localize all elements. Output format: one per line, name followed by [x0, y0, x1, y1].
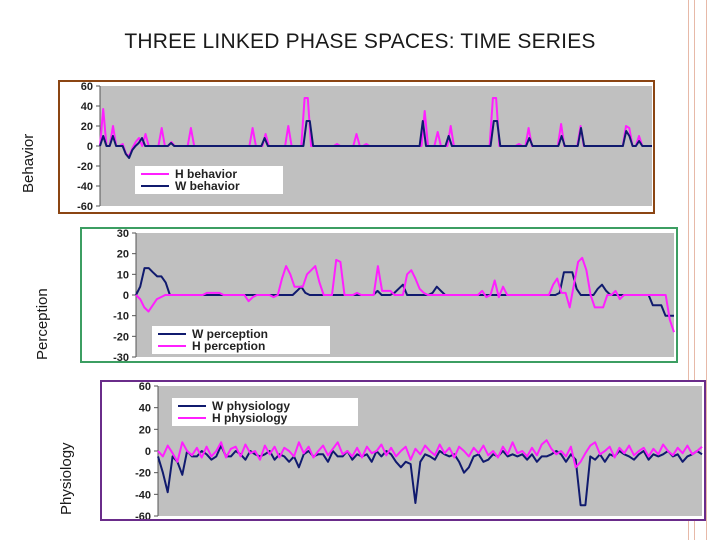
chart-legend	[172, 398, 358, 426]
y-tick-label: 20	[139, 424, 151, 436]
chart-legend	[135, 166, 283, 194]
legend-label: H perception	[192, 339, 265, 353]
y-tick-label: 0	[123, 290, 129, 302]
y-tick-label: 20	[81, 121, 93, 133]
y-tick-label: -40	[77, 181, 93, 193]
y-tick-label: 40	[81, 101, 93, 113]
legend-label: W perception	[192, 327, 268, 341]
perception-axis-label: Perception	[34, 288, 51, 360]
page-title: THREE LINKED PHASE SPACES: TIME SERIES	[124, 30, 596, 53]
y-tick-label: 10	[117, 269, 129, 281]
y-tick-label: -60	[77, 201, 93, 212]
physiology-chart-panel: 60 40 20 0 -20 -40 -60 W physiology H physiology	[100, 380, 706, 521]
y-tick-label: -40	[135, 489, 151, 501]
y-tick-label: -20	[135, 468, 151, 480]
physiology-series-h-physiology	[157, 439, 703, 469]
legend-label: W behavior	[175, 179, 240, 193]
y-tick-label: 0	[87, 141, 93, 153]
y-tick-label: 30	[117, 229, 129, 240]
decorative-border-line	[706, 0, 707, 540]
legend-label: H behavior	[175, 167, 237, 181]
y-tick-label: -30	[113, 352, 129, 361]
y-tick-label: -60	[135, 511, 151, 519]
y-tick-label: 60	[139, 382, 151, 393]
decorative-border-line	[688, 0, 689, 540]
physiology-series-w-physiology	[157, 444, 703, 507]
y-tick-label: 60	[81, 82, 93, 93]
y-tick-label: -20	[77, 161, 93, 173]
perception-series-h-perception	[135, 256, 675, 333]
y-tick-label: 0	[145, 446, 151, 458]
y-tick-label: -10	[113, 311, 129, 323]
decorative-border-line	[694, 0, 695, 540]
behavior-axis-label: Behavior	[20, 133, 37, 193]
physiology-axis-label: Physiology	[58, 442, 75, 515]
chart-legend	[152, 326, 330, 354]
legend-label: W physiology	[212, 399, 290, 413]
legend-label: H physiology	[212, 411, 288, 425]
y-tick-label: 20	[117, 249, 129, 261]
behavior-chart-panel: 60 40 20 0 -20 -40 -60 H behavior W behavior	[58, 80, 655, 214]
perception-chart-panel: 30 20 10 0 -10 -20 -30 W perception H perception	[80, 227, 678, 363]
y-tick-label: -20	[113, 331, 129, 343]
y-tick-label: 40	[139, 403, 151, 415]
behavior-series-w-behavior	[99, 120, 652, 159]
